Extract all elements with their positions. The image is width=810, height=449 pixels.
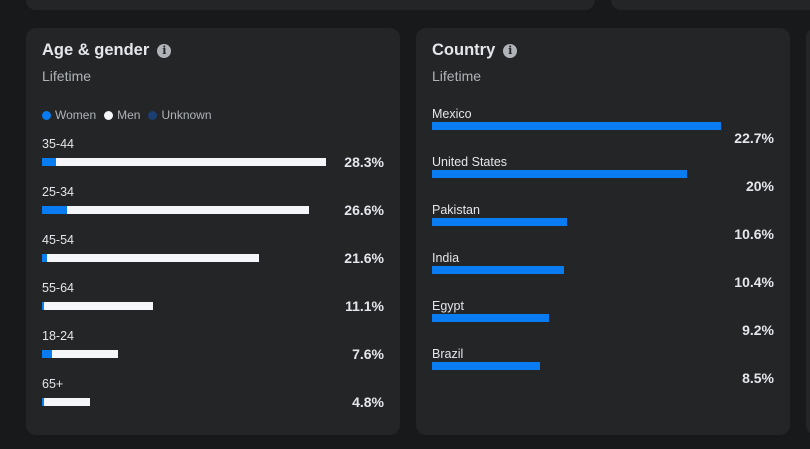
country-row-mexico[interactable]: Mexico 22.7% xyxy=(432,107,774,147)
country-bar xyxy=(432,218,567,226)
country-row-united-states[interactable]: United States 20% xyxy=(432,155,774,195)
age-bar-men xyxy=(67,206,309,214)
age-row-value: 7.6% xyxy=(352,346,384,362)
age-row-label: 45-54 xyxy=(42,233,74,247)
country-subtitle: Lifetime xyxy=(432,68,482,84)
age-row-label: 35-44 xyxy=(42,137,74,151)
country-row-label: Egypt xyxy=(432,299,464,313)
age-row-18-24[interactable]: 18-24 7.6% xyxy=(42,329,384,369)
country-bar-track xyxy=(432,314,721,322)
next-card-edge xyxy=(806,28,810,435)
country-title: Country i xyxy=(432,41,518,60)
men-dot-icon xyxy=(104,110,114,120)
age-bar-women xyxy=(42,254,48,262)
country-bar-track xyxy=(432,362,721,370)
age-bar-men xyxy=(44,302,154,310)
top-card-left xyxy=(26,0,595,10)
country-bar-track xyxy=(432,218,721,226)
country-bar xyxy=(432,266,565,274)
age-row-45-54[interactable]: 45-54 21.6% xyxy=(42,233,384,273)
country-title-text: Country xyxy=(432,41,496,59)
info-icon[interactable]: i xyxy=(157,43,172,58)
age-gender-legend: Women Men Unknown xyxy=(42,108,220,122)
age-bar xyxy=(42,254,326,262)
age-bar xyxy=(42,206,326,214)
country-bar xyxy=(432,314,550,322)
info-icon[interactable]: i xyxy=(503,43,518,58)
country-row-label: Brazil xyxy=(432,347,464,361)
age-gender-card: Age & gender i Lifetime Women Men Unknow… xyxy=(26,28,400,435)
age-bar-women xyxy=(42,302,44,310)
age-bar-men xyxy=(56,158,326,166)
top-card-right xyxy=(611,0,810,10)
age-row-value: 21.6% xyxy=(344,250,384,266)
age-bar-men xyxy=(47,254,259,262)
country-row-value: 20% xyxy=(745,178,774,194)
country-row-label: Pakistan xyxy=(432,203,480,217)
age-bar xyxy=(42,302,326,310)
country-row-value: 8.5% xyxy=(742,370,774,386)
legend-label-men: Men xyxy=(117,108,141,122)
country-row-brazil[interactable]: Brazil 8.5% xyxy=(432,347,774,387)
age-row-value: 4.8% xyxy=(352,394,384,410)
legend-item-men: Men xyxy=(104,108,140,122)
age-row-label: 65+ xyxy=(42,377,64,391)
age-bar-men xyxy=(44,398,91,406)
age-bar-men xyxy=(52,350,119,358)
age-gender-title: Age & gender i xyxy=(42,41,172,60)
age-gender-subtitle: Lifetime xyxy=(42,68,92,84)
age-bar-women xyxy=(42,158,57,166)
age-row-label: 25-34 xyxy=(42,185,74,199)
age-bar xyxy=(42,350,326,358)
age-bar xyxy=(42,158,326,166)
country-bar-track xyxy=(432,122,721,130)
country-card: Country i Lifetime Mexico 22.7% United S… xyxy=(416,28,790,435)
women-dot-icon xyxy=(42,110,51,120)
country-bar xyxy=(432,362,541,370)
country-row-label: United States xyxy=(432,155,508,169)
country-row-value: 10.6% xyxy=(734,226,774,242)
age-gender-title-text: Age & gender xyxy=(42,41,150,59)
country-row-pakistan[interactable]: Pakistan 10.6% xyxy=(432,203,774,243)
legend-item-unknown: Unknown xyxy=(148,108,212,122)
age-bar-women xyxy=(42,206,68,214)
age-bar xyxy=(42,398,326,406)
age-row-35-44[interactable]: 35-44 28.3% xyxy=(42,137,384,177)
age-row-55-64[interactable]: 55-64 11.1% xyxy=(42,281,384,321)
age-row-value: 28.3% xyxy=(344,154,384,170)
country-row-egypt[interactable]: Egypt 9.2% xyxy=(432,299,774,339)
country-row-value: 22.7% xyxy=(734,130,774,146)
legend-label-unknown: Unknown xyxy=(161,108,212,122)
unknown-dot-icon xyxy=(148,110,158,120)
age-row-value: 11.1% xyxy=(345,298,384,314)
country-row-label: India xyxy=(432,251,460,265)
country-bar-track xyxy=(432,170,721,178)
age-row-25-34[interactable]: 25-34 26.6% xyxy=(42,185,384,225)
age-row-label: 18-24 xyxy=(42,329,74,343)
country-bar xyxy=(432,122,721,130)
legend-item-women: Women xyxy=(42,108,96,122)
country-bar-track xyxy=(432,266,721,274)
age-bar-women xyxy=(42,350,53,358)
country-row-value: 9.2% xyxy=(742,322,774,338)
age-row-65-plus[interactable]: 65+ 4.8% xyxy=(42,377,384,417)
legend-label-women: Women xyxy=(55,108,97,122)
age-row-label: 55-64 xyxy=(42,281,74,295)
country-row-label: Mexico xyxy=(432,107,472,121)
country-row-india[interactable]: India 10.4% xyxy=(432,251,774,291)
country-bar xyxy=(432,170,687,178)
country-row-value: 10.4% xyxy=(734,274,774,290)
age-row-value: 26.6% xyxy=(344,202,384,218)
age-bar-women xyxy=(42,398,44,406)
